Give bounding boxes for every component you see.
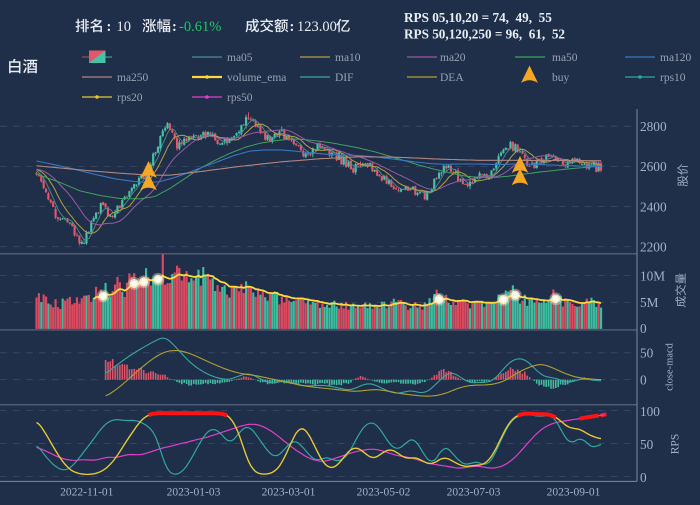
svg-text::: : bbox=[107, 19, 112, 35]
svg-text:DIF: DIF bbox=[335, 72, 354, 84]
svg-text:ma250: ma250 bbox=[117, 72, 149, 84]
svg-text:2600: 2600 bbox=[640, 159, 667, 174]
svg-text:50: 50 bbox=[640, 437, 654, 452]
svg-text:10: 10 bbox=[117, 19, 132, 35]
svg-text:2023-01-03: 2023-01-03 bbox=[167, 487, 221, 499]
svg-text:2800: 2800 bbox=[640, 119, 667, 134]
svg-text:2200: 2200 bbox=[640, 239, 667, 254]
svg-text:RPS: RPS bbox=[670, 434, 682, 454]
svg-text::: : bbox=[172, 19, 177, 35]
svg-text:volume_ema: volume_ema bbox=[227, 72, 286, 84]
svg-text:ma50: ma50 bbox=[552, 52, 578, 64]
svg-text:10M: 10M bbox=[640, 268, 665, 283]
svg-text:ma120: ma120 bbox=[660, 52, 692, 64]
svg-text:ma05: ma05 bbox=[227, 52, 253, 64]
svg-text:2023-07-03: 2023-07-03 bbox=[447, 487, 501, 499]
svg-text:2023-09-01: 2023-09-01 bbox=[547, 487, 601, 499]
svg-text:ma20: ma20 bbox=[440, 52, 466, 64]
svg-text:0: 0 bbox=[640, 470, 647, 485]
svg-text:-0.61%: -0.61% bbox=[179, 19, 221, 35]
svg-text:2022-11-01: 2022-11-01 bbox=[60, 487, 113, 499]
svg-text:2023-05-02: 2023-05-02 bbox=[357, 487, 411, 499]
svg-text:50: 50 bbox=[640, 346, 654, 361]
svg-text:123.00: 123.00 bbox=[297, 19, 337, 35]
svg-text:2400: 2400 bbox=[640, 199, 667, 214]
svg-text:0: 0 bbox=[640, 372, 647, 387]
svg-text:RPS 50,120,250 = 96, 61, 52: RPS 50,120,250 = 96, 61, 52 bbox=[404, 27, 565, 42]
svg-text:rps50: rps50 bbox=[227, 92, 253, 104]
svg-text:0: 0 bbox=[640, 321, 647, 336]
svg-text:100: 100 bbox=[640, 404, 660, 419]
svg-text:ma10: ma10 bbox=[335, 52, 361, 64]
svg-text:2023-03-01: 2023-03-01 bbox=[262, 487, 316, 499]
svg-text::: : bbox=[290, 19, 295, 35]
svg-text:buy: buy bbox=[552, 72, 570, 84]
svg-text:close-macd: close-macd bbox=[665, 342, 676, 391]
svg-text:rps20: rps20 bbox=[117, 92, 143, 104]
svg-text:5M: 5M bbox=[640, 295, 659, 310]
svg-text:RPS 05,10,20 = 74, 49, 55: RPS 05,10,20 = 74, 49, 55 bbox=[404, 10, 552, 25]
svg-text:DEA: DEA bbox=[440, 72, 464, 84]
svg-text:rps10: rps10 bbox=[660, 72, 686, 84]
